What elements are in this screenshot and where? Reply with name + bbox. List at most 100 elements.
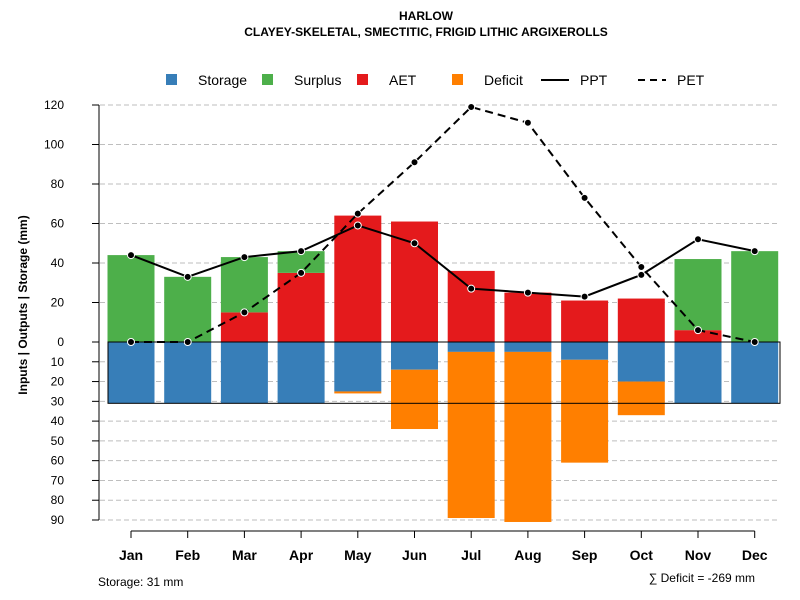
legend-label: AET xyxy=(389,72,417,88)
pet-point xyxy=(580,193,589,202)
legend-swatch xyxy=(357,74,368,85)
storage-bar xyxy=(504,342,552,352)
storage-bar xyxy=(107,342,155,404)
storage-bar xyxy=(164,342,212,404)
ppt-point xyxy=(523,288,532,297)
ppt-point xyxy=(580,292,589,301)
y-tick-label: 120 xyxy=(44,98,64,112)
legend-swatch xyxy=(452,74,463,85)
ppt-point xyxy=(297,247,306,256)
storage-bar xyxy=(617,342,665,382)
y-tick-label: 60 xyxy=(51,454,65,468)
chart-title: HARLOW xyxy=(399,9,454,23)
x-tick-label: Sep xyxy=(572,547,598,563)
y-tick-label: 50 xyxy=(51,434,65,448)
ppt-point xyxy=(410,239,419,248)
pet-point xyxy=(240,308,249,317)
ppt-point xyxy=(353,221,362,230)
y-tick-label: 0 xyxy=(57,335,64,349)
storage-bar xyxy=(277,342,325,404)
ppt-point xyxy=(240,253,249,262)
y-tick-label: 20 xyxy=(51,375,65,389)
ppt-point xyxy=(183,272,192,281)
y-tick-label: 90 xyxy=(51,513,65,527)
x-tick-label: Nov xyxy=(685,547,712,563)
pet-point xyxy=(127,338,135,346)
aet-bar xyxy=(617,298,665,342)
storage-bar xyxy=(731,342,779,404)
x-tick-label: May xyxy=(344,547,371,563)
legend-swatch xyxy=(262,74,273,85)
y-tick-label: 30 xyxy=(51,394,65,408)
legend-label: Storage xyxy=(198,72,247,88)
legend-label: PET xyxy=(677,72,705,88)
y-tick-label: 100 xyxy=(44,138,64,152)
legend: Storage Surplus AET Deficit PPT PET xyxy=(166,72,705,88)
bars xyxy=(107,215,781,522)
storage-bar xyxy=(220,342,268,404)
aet-bar xyxy=(674,330,722,342)
storage-note: Storage: 31 mm xyxy=(98,575,183,589)
storage-bar xyxy=(391,342,438,370)
aet-bar xyxy=(447,270,495,342)
storage-bar xyxy=(447,342,495,352)
x-tick-label: Feb xyxy=(175,547,200,563)
ppt-line xyxy=(130,224,755,298)
x-tick-label: Aug xyxy=(514,547,541,563)
storage-bar xyxy=(334,342,382,392)
y-tick-label: 60 xyxy=(51,217,65,231)
x-tick-label: Apr xyxy=(289,547,314,563)
y-tick-label: 80 xyxy=(51,177,65,191)
lines xyxy=(127,102,759,346)
pet-point xyxy=(183,338,192,346)
surplus-bar xyxy=(107,255,155,342)
pet-point xyxy=(410,158,419,167)
deficit-bar xyxy=(391,369,438,430)
y-tick-label: 10 xyxy=(51,355,65,369)
ppt-point xyxy=(637,270,646,279)
x-tick-label: Dec xyxy=(742,547,768,563)
x-tick-label: Jul xyxy=(461,547,481,563)
x-tick-label: Jun xyxy=(402,547,427,563)
chart-subtitle: CLAYEY-SKELETAL, SMECTITIC, FRIGID LITHI… xyxy=(244,25,608,39)
y-tick-label: 40 xyxy=(51,256,65,270)
y-tick-label: 20 xyxy=(51,296,65,310)
y-tick-label: 40 xyxy=(51,414,65,428)
x-tick-label: Mar xyxy=(232,547,257,563)
ppt-point xyxy=(127,251,135,260)
y-tick-label: 80 xyxy=(51,493,65,507)
legend-label: Surplus xyxy=(294,72,341,88)
deficit-bar xyxy=(617,381,665,416)
y-axis-label: Inputs | Outputs | Storage (mm) xyxy=(16,215,30,394)
pet-point xyxy=(523,118,532,127)
surplus-bar xyxy=(674,259,722,331)
pet-point xyxy=(353,209,362,218)
pet-point xyxy=(694,326,702,335)
storage-bar xyxy=(561,342,609,360)
deficit-note: ∑ Deficit = -269 mm xyxy=(649,571,755,585)
aet-bar xyxy=(334,215,382,342)
storage-capacity-outline xyxy=(107,341,781,404)
pet-point xyxy=(750,338,759,346)
aet-bar xyxy=(220,312,268,342)
surplus-bar xyxy=(164,276,212,342)
y-tick-label: 70 xyxy=(51,473,65,487)
pet-line xyxy=(131,105,755,343)
ppt-point xyxy=(694,235,702,244)
surplus-bar xyxy=(220,257,268,313)
pet-point xyxy=(637,262,646,271)
aet-bar xyxy=(504,292,552,342)
ppt-point xyxy=(467,284,476,293)
legend-label: PPT xyxy=(580,72,608,88)
x-tick-label: Oct xyxy=(630,547,654,563)
legend-swatch xyxy=(166,74,177,85)
pet-point xyxy=(467,102,476,111)
deficit-bar xyxy=(504,351,552,522)
gridlines xyxy=(100,104,780,521)
ppt-point xyxy=(750,247,759,256)
legend-label: Deficit xyxy=(484,72,523,88)
deficit-bar xyxy=(334,391,382,394)
pet-point xyxy=(297,268,306,277)
deficit-bar xyxy=(561,359,609,463)
